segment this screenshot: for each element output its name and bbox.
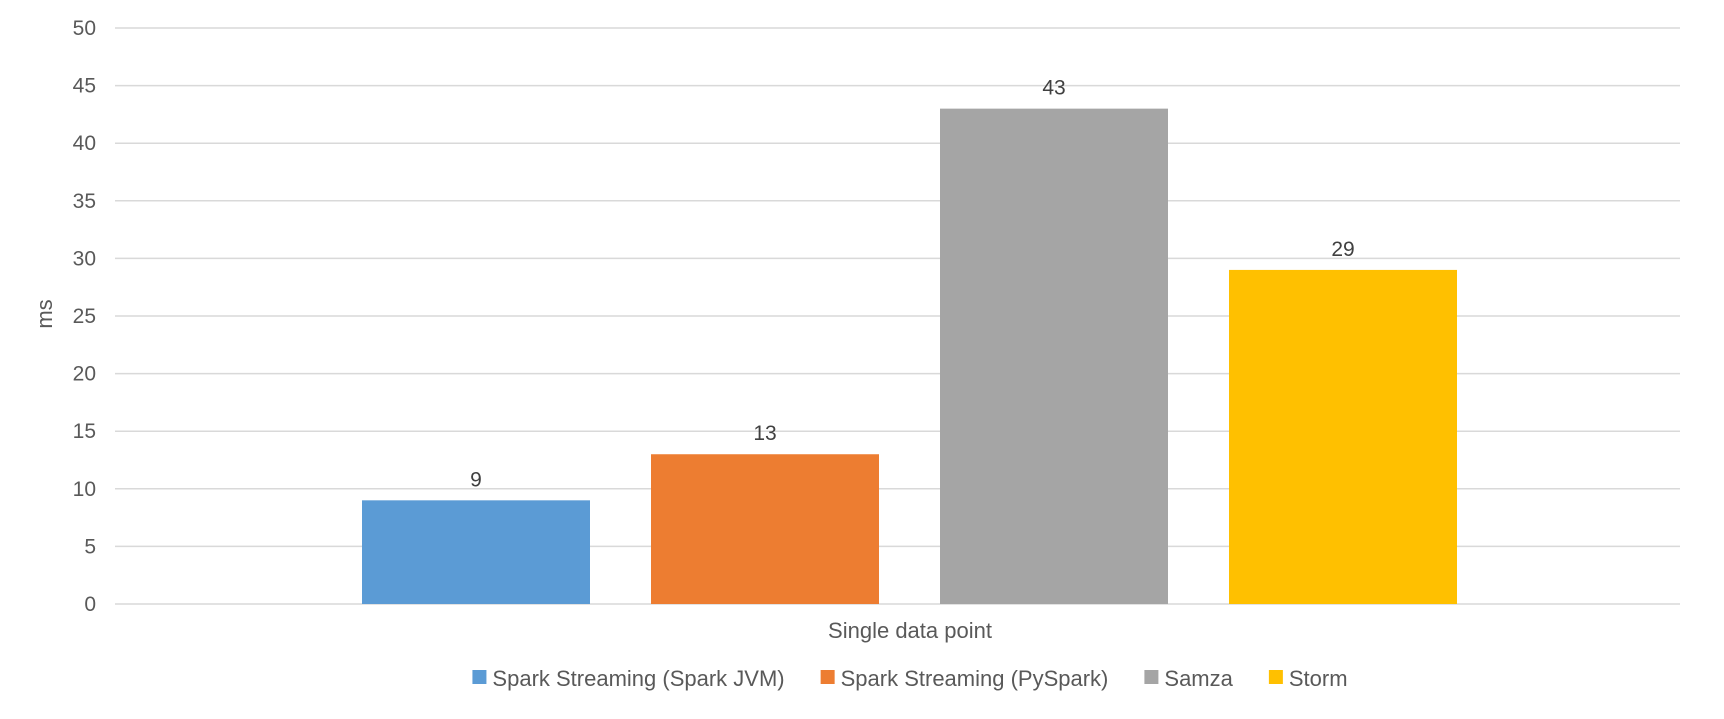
bar-4 [1229, 269, 1457, 604]
y-tick-label: 50 [73, 17, 96, 40]
y-axis-label: ms [32, 299, 57, 328]
y-tick-label: 10 [73, 478, 96, 501]
legend-swatch-2 [820, 670, 835, 684]
legend-swatch-3 [1144, 670, 1159, 684]
y-tick-label: 20 [73, 363, 96, 386]
legend: Spark Streaming (Spark JVM) Spark Streami… [472, 666, 1348, 691]
y-tick-label: 40 [73, 132, 96, 155]
legend-label: Storm [1289, 666, 1348, 691]
data-labels: 9 13 43 29 [470, 77, 1355, 492]
y-axis-ticks: 0 5 10 15 20 25 30 35 40 45 50 [73, 17, 96, 616]
bar-2 [651, 454, 879, 604]
y-tick-label: 30 [73, 247, 96, 270]
data-label: 13 [753, 422, 776, 445]
y-tick-label: 0 [84, 593, 96, 616]
legend-label: Samza [1164, 666, 1233, 691]
data-label: 9 [470, 468, 482, 491]
legend-swatch-1 [472, 670, 487, 684]
bar-1 [362, 500, 590, 604]
bars [362, 108, 1457, 604]
data-label: 43 [1042, 77, 1065, 100]
x-category-label: Single data point [828, 618, 992, 643]
legend-label: Spark Streaming (Spark JVM) [492, 666, 784, 691]
y-tick-label: 45 [73, 75, 96, 98]
y-tick-label: 25 [73, 305, 96, 328]
y-tick-label: 35 [73, 190, 96, 213]
y-tick-label: 15 [73, 420, 96, 443]
legend-label: Spark Streaming (PySpark) [841, 666, 1109, 691]
bar-3 [940, 108, 1168, 604]
data-label: 29 [1331, 238, 1354, 261]
y-tick-label: 5 [84, 535, 96, 558]
legend-swatch-4 [1268, 670, 1283, 684]
